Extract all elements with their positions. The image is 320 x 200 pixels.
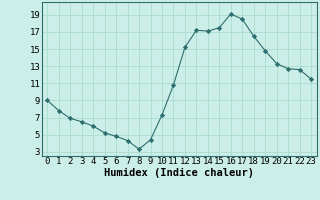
X-axis label: Humidex (Indice chaleur): Humidex (Indice chaleur) <box>104 168 254 178</box>
